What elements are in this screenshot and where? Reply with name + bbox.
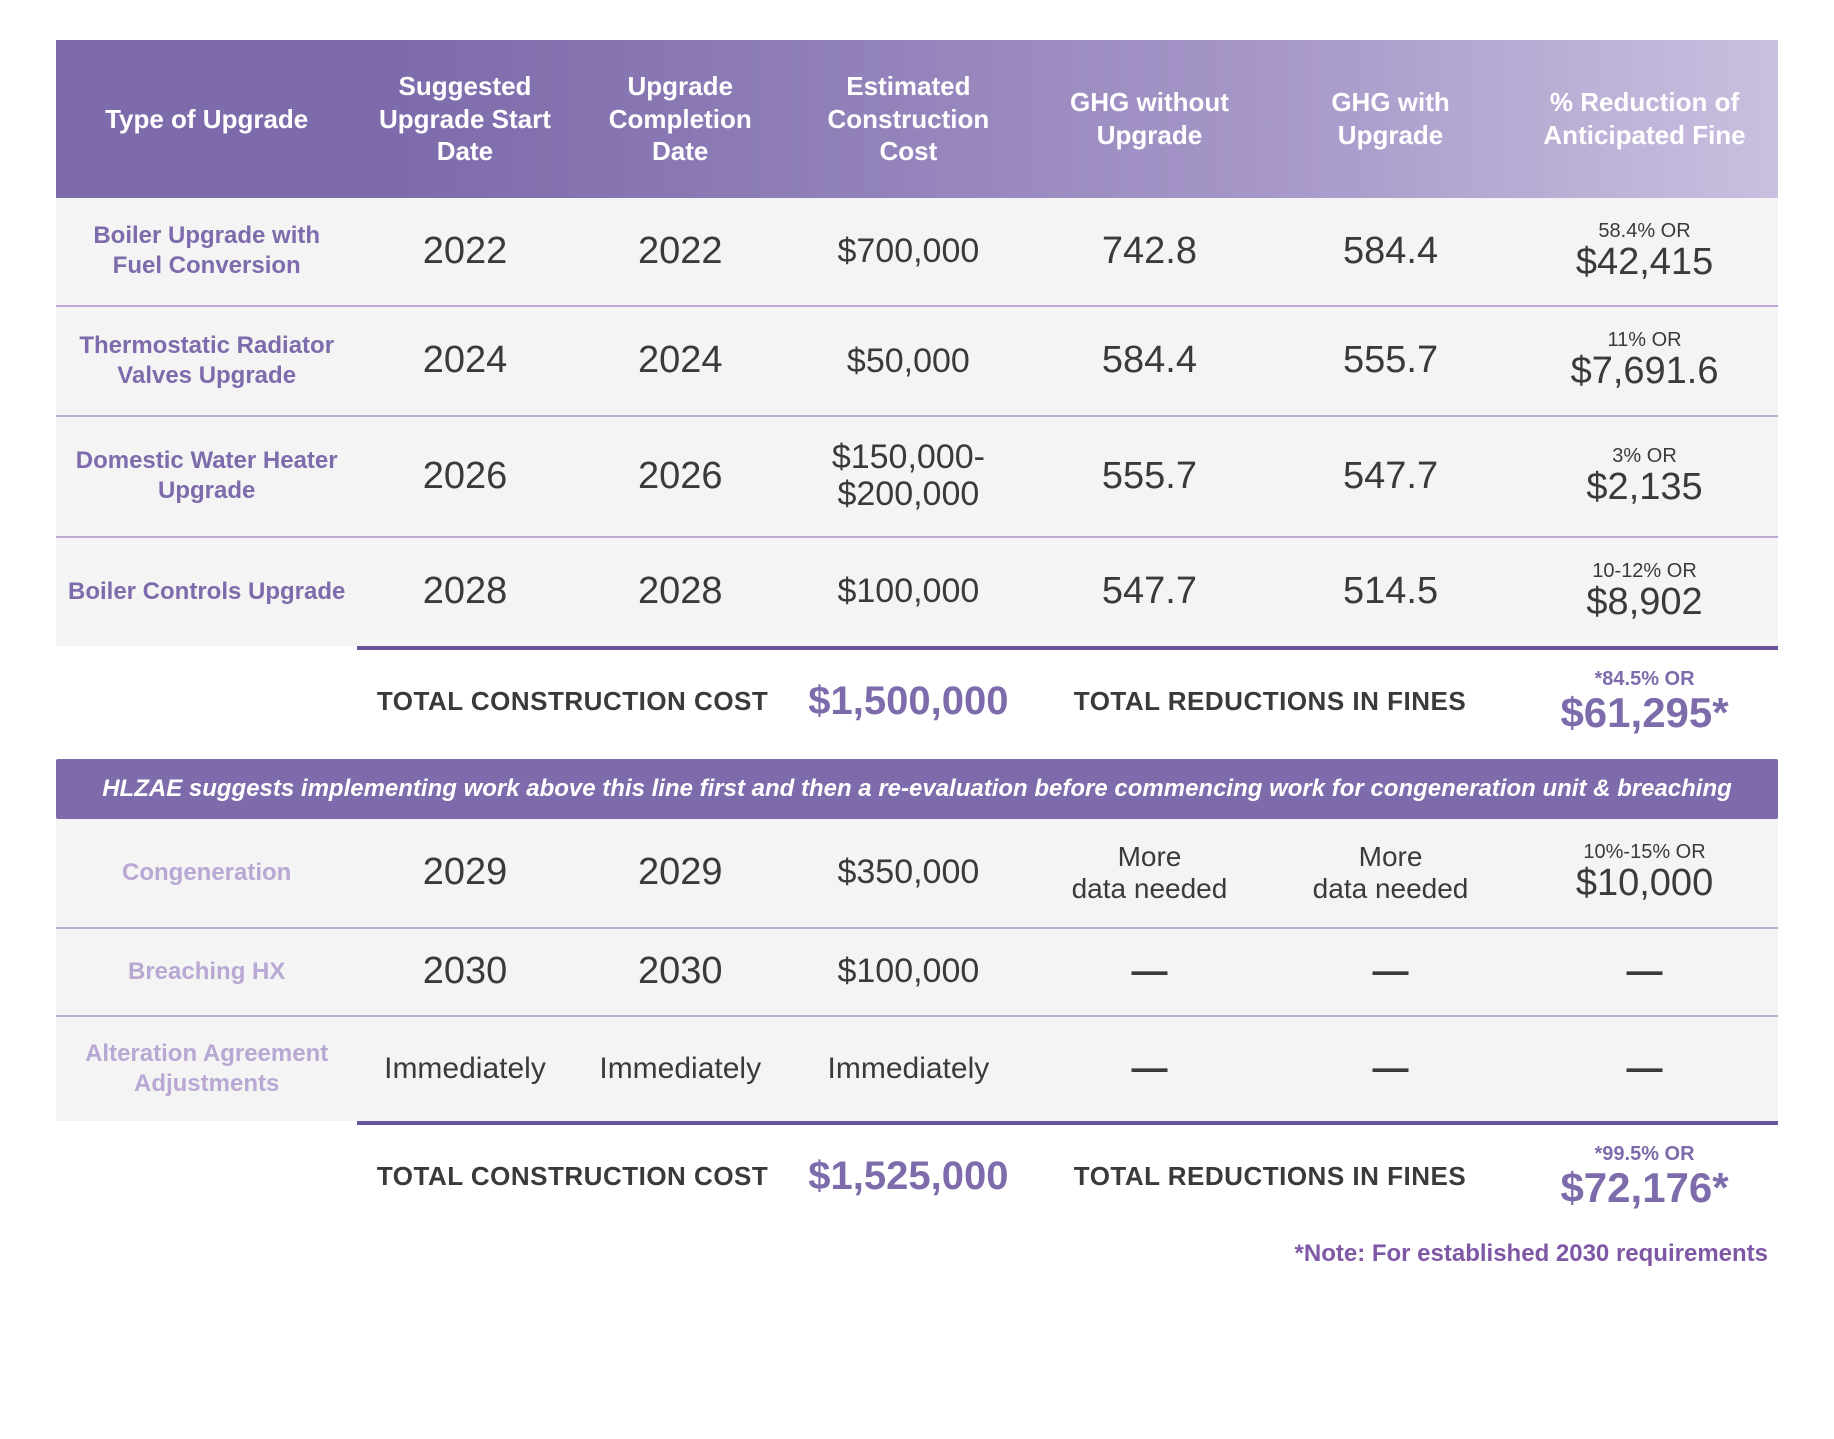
cell-end: 2024 (573, 305, 788, 415)
cell-end: 2028 (573, 536, 788, 646)
cell-end: 2029 (573, 819, 788, 927)
cell-reduction: — (1511, 1015, 1778, 1121)
cell-end: Immediately (573, 1015, 788, 1121)
cell-start: 2030 (357, 927, 572, 1015)
cell-start: 2029 (357, 819, 572, 927)
subtotal-reduction: *99.5% OR$72,176* (1511, 1121, 1778, 1234)
table-row: Alteration Agreement AdjustmentsImmediat… (56, 1015, 1778, 1121)
cell-reduction: 10-12% OR$8,902 (1511, 536, 1778, 646)
cell-type: Thermostatic Radiator Valves Upgrade (56, 305, 357, 415)
subtotal-reduction: *84.5% OR$61,295* (1511, 646, 1778, 759)
col-header-type: Type of Upgrade (56, 40, 357, 198)
cell-ghg-without: Moredata needed (1029, 819, 1270, 927)
footnote: *Note: For established 2030 requirements (56, 1234, 1778, 1268)
cell-cost: $150,000-$200,000 (788, 415, 1029, 536)
cell-ghg-with: 584.4 (1270, 198, 1511, 306)
col-header-ghg-without: GHG without Upgrade (1029, 40, 1270, 198)
cell-cost: $50,000 (788, 305, 1029, 415)
cell-ghg-with: 555.7 (1270, 305, 1511, 415)
table-body: Boiler Upgrade with Fuel Conversion20222… (56, 198, 1778, 1235)
subtotal-blank (56, 1121, 357, 1234)
cell-ghg-with: 547.7 (1270, 415, 1511, 536)
cell-type: Congeneration (56, 819, 357, 927)
table-row: Boiler Controls Upgrade20282028$100,0005… (56, 536, 1778, 646)
cell-ghg-without: — (1029, 1015, 1270, 1121)
cell-end: 2022 (573, 198, 788, 306)
col-header-reduction: % Reduction of Anticipated Fine (1511, 40, 1778, 198)
cell-ghg-without: 547.7 (1029, 536, 1270, 646)
cell-cost: $700,000 (788, 198, 1029, 306)
cell-reduction: 11% OR$7,691.6 (1511, 305, 1778, 415)
col-header-cost: Estimated Construction Cost (788, 40, 1029, 198)
table-row: Breaching HX20302030$100,000——— (56, 927, 1778, 1015)
banner-row: HLZAE suggests implementing work above t… (56, 759, 1778, 819)
col-header-end: Upgrade Completion Date (573, 40, 788, 198)
table-row: Thermostatic Radiator Valves Upgrade2024… (56, 305, 1778, 415)
cell-reduction: 58.4% OR$42,415 (1511, 198, 1778, 306)
subtotal-cost-label: TOTAL CONSTRUCTION COST (357, 1121, 788, 1234)
cell-ghg-with: 514.5 (1270, 536, 1511, 646)
cell-type: Domestic Water Heater Upgrade (56, 415, 357, 536)
cell-cost: $100,000 (788, 927, 1029, 1015)
subtotal-row: TOTAL CONSTRUCTION COST$1,525,000TOTAL R… (56, 1121, 1778, 1234)
cell-type: Boiler Upgrade with Fuel Conversion (56, 198, 357, 306)
cell-reduction: — (1511, 927, 1778, 1015)
table-header-row: Type of Upgrade Suggested Upgrade Start … (56, 40, 1778, 198)
table-row: Boiler Upgrade with Fuel Conversion20222… (56, 198, 1778, 306)
cell-ghg-with: — (1270, 927, 1511, 1015)
table-row: Congeneration20292029$350,000Moredata ne… (56, 819, 1778, 927)
cell-ghg-without: 584.4 (1029, 305, 1270, 415)
cell-reduction: 3% OR$2,135 (1511, 415, 1778, 536)
cell-reduction: 10%-15% OR$10,000 (1511, 819, 1778, 927)
subtotal-cost-label: TOTAL CONSTRUCTION COST (357, 646, 788, 759)
banner: HLZAE suggests implementing work above t… (56, 759, 1778, 819)
cell-start: 2024 (357, 305, 572, 415)
cell-type: Boiler Controls Upgrade (56, 536, 357, 646)
subtotal-fines-label: TOTAL REDUCTIONS IN FINES (1029, 1121, 1511, 1234)
subtotal-blank (56, 646, 357, 759)
cell-ghg-without: — (1029, 927, 1270, 1015)
table-row: Domestic Water Heater Upgrade20262026$15… (56, 415, 1778, 536)
cell-cost: $350,000 (788, 819, 1029, 927)
cell-end: 2030 (573, 927, 788, 1015)
cell-cost: $100,000 (788, 536, 1029, 646)
cell-cost: Immediately (788, 1015, 1029, 1121)
cell-start: 2026 (357, 415, 572, 536)
upgrade-table: Type of Upgrade Suggested Upgrade Start … (56, 40, 1778, 1234)
cell-end: 2026 (573, 415, 788, 536)
cell-start: 2022 (357, 198, 572, 306)
cell-type: Breaching HX (56, 927, 357, 1015)
cell-start: 2028 (357, 536, 572, 646)
subtotal-row: TOTAL CONSTRUCTION COST$1,500,000TOTAL R… (56, 646, 1778, 759)
cell-ghg-without: 555.7 (1029, 415, 1270, 536)
cell-ghg-with: — (1270, 1015, 1511, 1121)
subtotal-cost-value: $1,525,000 (788, 1121, 1029, 1234)
col-header-ghg-with: GHG with Upgrade (1270, 40, 1511, 198)
cell-ghg-without: 742.8 (1029, 198, 1270, 306)
page-container: Type of Upgrade Suggested Upgrade Start … (0, 0, 1834, 1308)
col-header-start: Suggested Upgrade Start Date (357, 40, 572, 198)
cell-ghg-with: Moredata needed (1270, 819, 1511, 927)
subtotal-fines-label: TOTAL REDUCTIONS IN FINES (1029, 646, 1511, 759)
cell-type: Alteration Agreement Adjustments (56, 1015, 357, 1121)
subtotal-cost-value: $1,500,000 (788, 646, 1029, 759)
cell-start: Immediately (357, 1015, 572, 1121)
